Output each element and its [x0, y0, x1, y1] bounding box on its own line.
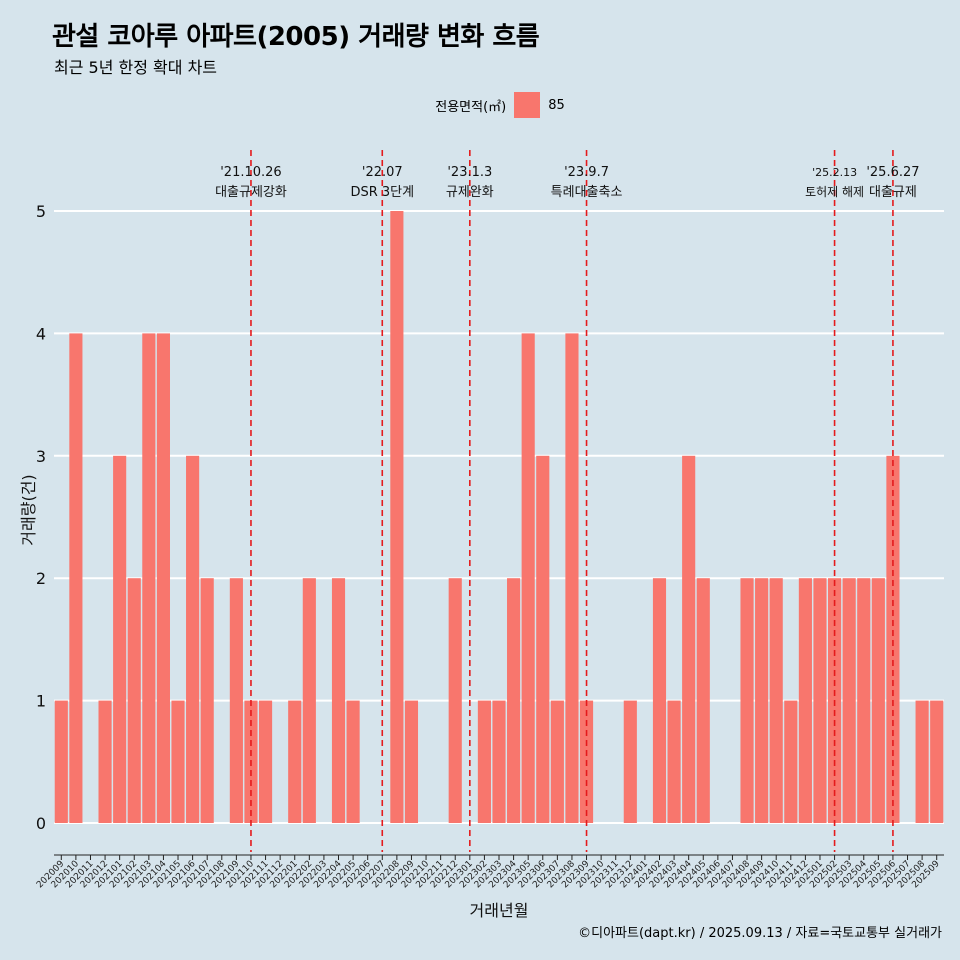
- legend-title: 전용면적(㎡): [435, 99, 507, 115]
- bar-202009: [54, 700, 68, 823]
- legend-label-85: 85: [548, 97, 565, 113]
- event-date-202506: '25.6.27: [866, 165, 919, 180]
- bar-202303: [492, 700, 506, 823]
- bar-202105: [171, 700, 185, 823]
- bar-202101: [113, 455, 127, 823]
- event-label-202309: 특례대출축소: [551, 185, 623, 200]
- bar-202403: [667, 700, 681, 823]
- bar-202508: [915, 700, 929, 823]
- bar-202107: [200, 578, 214, 823]
- bar-202411: [784, 700, 798, 823]
- bar-202402: [652, 578, 667, 823]
- event-label-202110: 대출규제강화: [215, 185, 287, 200]
- bar-202408: [740, 578, 754, 823]
- event-date-202309: '23.9.7: [564, 165, 609, 180]
- bar-202501: [813, 578, 827, 823]
- event-date-202207: '22.07: [362, 165, 403, 180]
- chart-subtitle: 최근 5년 한정 확대 차트: [54, 58, 218, 77]
- bar-202504: [857, 578, 871, 823]
- bar-202205: [346, 700, 360, 823]
- bar-202308: [565, 333, 579, 823]
- bar-202405: [696, 578, 710, 823]
- event-date-202110: '21.10.26: [220, 165, 281, 180]
- bar-202412: [798, 578, 812, 823]
- bar-202208: [390, 211, 404, 823]
- bar-202204: [331, 578, 346, 823]
- bar-202102: [127, 578, 141, 823]
- y-tick-label-5: 5: [36, 202, 46, 221]
- bar-202410: [769, 578, 783, 823]
- bar-202304: [507, 578, 521, 823]
- event-label-202502: 토허제 해제: [805, 185, 864, 199]
- y-tick-label-1: 1: [36, 692, 46, 711]
- bar-202503: [842, 578, 856, 823]
- event-date-202301: '23.1.3: [447, 165, 492, 180]
- y-tick-label-3: 3: [36, 447, 46, 466]
- bar-202212: [448, 578, 462, 823]
- event-date-202502: '25.2.13: [812, 166, 857, 179]
- bar-202302: [477, 700, 491, 823]
- bar-202111: [258, 700, 273, 823]
- y-tick-label-2: 2: [36, 569, 46, 588]
- event-label-202207: DSR 3단계: [350, 185, 414, 200]
- bar-202010: [69, 333, 83, 823]
- bar-202506: [886, 455, 900, 823]
- bar-202104: [156, 333, 170, 823]
- event-label-202301: 규제완화: [446, 185, 494, 200]
- y-tick-label-4: 4: [36, 324, 46, 343]
- legend: 전용면적(㎡) 85: [0, 92, 960, 118]
- bar-202409: [755, 578, 769, 823]
- y-tick-label-0: 0: [36, 814, 46, 833]
- bar-202505: [871, 578, 885, 823]
- bar-202307: [550, 700, 564, 823]
- bar-202209: [404, 700, 419, 823]
- bar-202404: [682, 455, 696, 823]
- x-axis-title: 거래년월: [470, 901, 529, 920]
- bar-202509: [930, 700, 944, 823]
- bar-202106: [186, 455, 200, 823]
- event-label-202506: 대출규제: [869, 185, 917, 200]
- chart-title: 관설 코아루 아파트(2005) 거래량 변화 흐름: [52, 22, 540, 52]
- bar-202312: [623, 700, 637, 823]
- bar-202306: [536, 455, 550, 823]
- y-axis-title: 거래량(건): [19, 474, 38, 545]
- bar-202109: [229, 578, 243, 823]
- bar-202202: [302, 578, 316, 823]
- bar-202103: [142, 333, 156, 823]
- bar-202012: [98, 700, 112, 823]
- bar-202305: [521, 333, 535, 823]
- legend-key-85: [514, 92, 541, 118]
- bar-202201: [288, 700, 302, 823]
- source-caption: ©디아파트(dapt.kr) / 2025.09.13 / 자료=국토교통부 실…: [578, 926, 942, 941]
